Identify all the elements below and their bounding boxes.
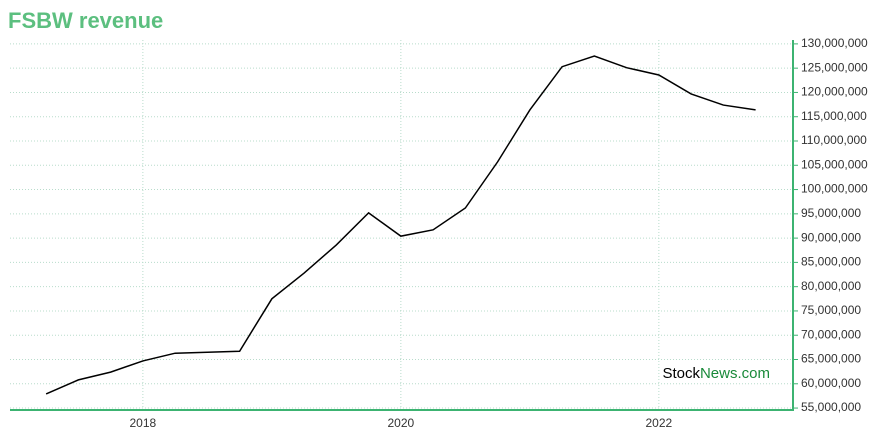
watermark-part: Stock — [662, 365, 700, 382]
y-tick-label: 95,000,000 — [801, 206, 861, 220]
line-series — [45, 55, 756, 395]
y-tick-label: 115,000,000 — [801, 109, 867, 123]
y-tick-label: 80,000,000 — [801, 279, 861, 293]
x-tick-label: 2022 — [645, 416, 672, 430]
y-tick-label: 130,000,000 — [801, 36, 868, 50]
watermark-part: .com — [737, 365, 770, 382]
y-tick-label: 105,000,000 — [801, 157, 868, 171]
y-tick-label: 70,000,000 — [801, 327, 861, 341]
y-tick-label: 110,000,000 — [801, 133, 867, 147]
y-tick-label: 90,000,000 — [801, 230, 861, 244]
chart-title: FSBW revenue — [8, 8, 163, 33]
watermark: StockNews.com — [662, 365, 770, 382]
y-tick-label: 125,000,000 — [801, 60, 868, 74]
y-tick-label: 65,000,000 — [801, 352, 861, 366]
y-tick-label: 60,000,000 — [801, 376, 861, 390]
x-tick-label: 2018 — [130, 416, 157, 430]
y-tick-label: 85,000,000 — [801, 255, 861, 269]
y-tick-label: 120,000,000 — [801, 85, 868, 99]
watermark-part: News — [700, 365, 738, 382]
y-tick-label: 55,000,000 — [801, 400, 861, 414]
y-tick-label: 75,000,000 — [801, 303, 861, 317]
x-tick-label: 2020 — [388, 416, 415, 430]
y-tick-label: 100,000,000 — [801, 182, 868, 196]
